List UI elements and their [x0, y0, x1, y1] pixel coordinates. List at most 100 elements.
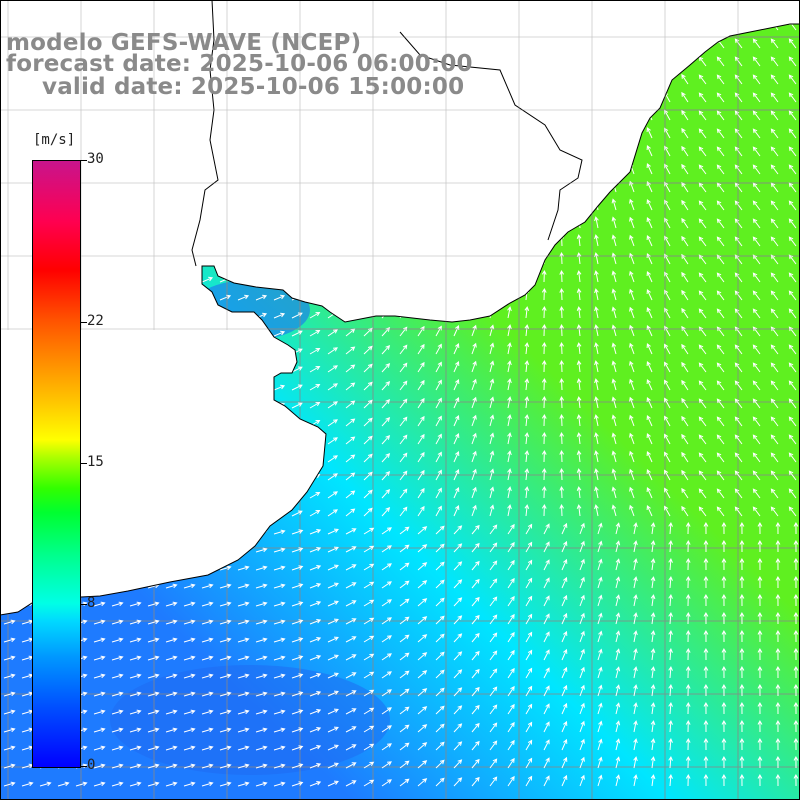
wind-arrow	[734, 254, 743, 265]
wind-arrow	[381, 743, 392, 751]
wind-arrow	[739, 611, 745, 625]
wind-arrow	[399, 580, 410, 589]
wind-arrow	[739, 737, 745, 751]
wind-arrow	[681, 271, 689, 283]
wind-arrow	[541, 269, 547, 283]
wind-arrow	[646, 451, 653, 463]
wind-arrow	[201, 276, 214, 283]
wind-arrow	[716, 200, 725, 211]
wind-arrow	[770, 506, 779, 517]
wind-arrow	[721, 647, 727, 661]
wind-arrow	[633, 576, 638, 589]
wind-arrow	[594, 504, 599, 517]
wind-arrow	[435, 325, 442, 337]
wind-arrow	[273, 709, 286, 715]
wind-arrow	[543, 739, 550, 751]
wind-arrow	[345, 708, 357, 715]
wind-arrow	[611, 468, 617, 481]
wind-arrow	[579, 720, 585, 733]
wind-arrow	[739, 773, 745, 787]
wind-arrow	[788, 236, 797, 247]
wind-arrow	[309, 565, 322, 571]
wind-arrow	[435, 415, 442, 427]
wind-arrow	[615, 558, 621, 571]
wind-arrow	[453, 669, 463, 679]
wind-arrow	[543, 523, 550, 535]
wind-arrow	[453, 705, 463, 715]
wind-arrow	[291, 529, 304, 535]
wind-arrow	[703, 647, 709, 661]
wind-arrow	[399, 778, 410, 787]
wind-arrow	[629, 360, 635, 373]
wind-arrow	[646, 235, 653, 247]
wind-arrow	[345, 364, 356, 373]
wind-arrow	[327, 744, 339, 751]
wind-arrow	[793, 557, 799, 571]
wind-arrow	[489, 704, 498, 715]
wind-arrow	[345, 654, 357, 661]
wind-arrow	[788, 110, 797, 121]
wind-arrow	[681, 415, 689, 427]
wind-arrow	[237, 745, 250, 751]
wind-arrow	[685, 539, 691, 553]
wind-arrow	[594, 450, 599, 463]
wind-arrow	[507, 396, 512, 409]
wind-arrow	[183, 781, 196, 787]
wind-arrow	[698, 182, 707, 193]
wind-arrow	[770, 398, 779, 409]
wind-arrow	[435, 525, 445, 535]
wind-arrow	[255, 691, 268, 697]
wind-arrow	[3, 619, 16, 625]
wind-arrow	[698, 506, 707, 517]
wind-arrow	[561, 666, 568, 679]
wind-arrow	[757, 521, 763, 535]
wind-arrow	[775, 611, 781, 625]
wind-arrow	[399, 616, 410, 625]
wind-arrow	[399, 380, 408, 391]
wind-arrow	[788, 452, 797, 463]
wind-arrow	[327, 437, 338, 445]
wind-arrow	[291, 781, 304, 787]
wind-arrow	[309, 401, 321, 409]
wind-arrow	[668, 539, 673, 553]
wind-arrow	[489, 468, 495, 481]
wind-arrow	[559, 359, 565, 373]
wind-arrow	[559, 503, 565, 517]
wind-arrow	[165, 709, 178, 715]
wind-arrow	[734, 164, 743, 175]
wind-arrow	[399, 544, 410, 553]
wind-arrow	[561, 522, 568, 535]
wind-arrow	[507, 324, 512, 337]
wind-arrow	[435, 723, 445, 733]
wind-arrow	[345, 508, 356, 517]
wind-arrow	[201, 745, 214, 751]
wind-arrow	[752, 362, 761, 373]
wind-arrow	[435, 759, 445, 769]
wind-arrow	[561, 684, 568, 697]
wind-arrow	[576, 396, 582, 409]
wind-arrow	[255, 601, 268, 607]
wind-arrow	[681, 487, 689, 499]
wind-arrow	[788, 182, 797, 193]
wind-arrow	[363, 453, 373, 463]
wind-arrow	[129, 745, 142, 751]
wind-arrow	[793, 683, 799, 697]
wind-arrow	[770, 488, 779, 499]
wind-arrow	[541, 377, 547, 391]
wind-arrow	[489, 596, 498, 607]
wind-arrow	[525, 739, 533, 751]
wind-arrow	[489, 740, 498, 751]
colorbar-tick	[80, 766, 87, 767]
wind-arrow	[664, 505, 671, 517]
colorbar-tick-label: 22	[87, 312, 104, 329]
wind-arrow	[734, 38, 743, 49]
wind-arrow	[489, 414, 495, 427]
wind-arrow	[291, 330, 303, 337]
wind-arrow	[147, 745, 160, 751]
wind-arrow	[111, 655, 124, 661]
wind-arrow	[471, 776, 480, 787]
wind-arrow	[629, 306, 635, 319]
wind-arrow	[664, 397, 671, 409]
wind-arrow	[219, 637, 232, 643]
